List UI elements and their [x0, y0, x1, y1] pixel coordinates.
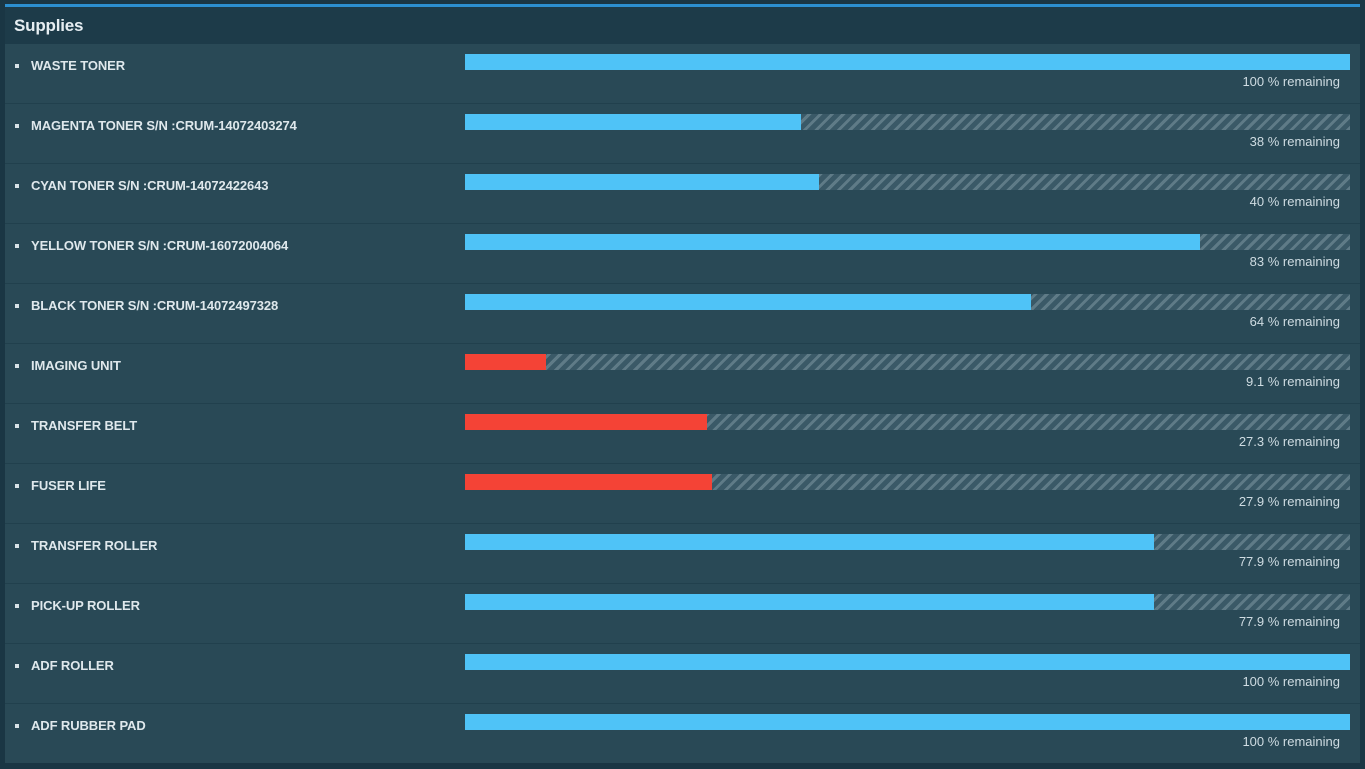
- supply-level-fill: [465, 294, 1032, 310]
- supply-remaining-text: 100 % remaining: [1242, 674, 1340, 689]
- supply-name: ADF ROLLER: [31, 658, 114, 673]
- panel-title: Supplies: [14, 15, 84, 35]
- supply-name: IMAGING UNIT: [31, 358, 121, 373]
- bullet-icon: [15, 424, 19, 428]
- supply-level-bar: [465, 294, 1350, 310]
- supply-level-bar: [465, 114, 1350, 130]
- bullet-icon: [15, 604, 19, 608]
- bullet-icon: [15, 184, 19, 188]
- supply-level-fill: [465, 534, 1155, 550]
- supply-level-bar: [465, 174, 1350, 190]
- supply-remaining-text: 100 % remaining: [1242, 74, 1340, 89]
- supply-name: TRANSFER ROLLER: [31, 538, 158, 553]
- supply-level-bar: [465, 414, 1350, 430]
- supply-row: PICK-UP ROLLER 77.9 % remaining: [5, 584, 1360, 644]
- supply-level-fill: [465, 354, 546, 370]
- supply-row: ADF RUBBER PAD 100 % remaining: [5, 704, 1360, 764]
- supply-level-fill: [465, 234, 1200, 250]
- bullet-icon: [15, 304, 19, 308]
- supply-name: BLACK TONER S/N :CRUM-14072497328: [31, 298, 279, 313]
- supply-level-fill: [465, 414, 707, 430]
- supply-name: CYAN TONER S/N :CRUM-14072422643: [31, 178, 269, 193]
- supply-level-bar: [465, 234, 1350, 250]
- supply-remaining-text: 83 % remaining: [1249, 254, 1340, 269]
- supply-level-fill: [465, 594, 1155, 610]
- supply-level-fill: [465, 54, 1350, 70]
- supply-remaining-text: 77.9 % remaining: [1238, 614, 1340, 629]
- supply-remaining-text: 27.9 % remaining: [1238, 494, 1340, 509]
- bullet-icon: [15, 124, 19, 128]
- bullet-icon: [15, 484, 19, 488]
- supply-level-bar: [465, 54, 1350, 70]
- supply-level-bar: [465, 714, 1350, 730]
- supply-row: IMAGING UNIT 9.1 % remaining: [5, 344, 1360, 404]
- supply-row: CYAN TONER S/N :CRUM-14072422643 40 % re…: [5, 164, 1360, 224]
- bullet-icon: [15, 64, 19, 68]
- supply-level-bar: [465, 474, 1350, 490]
- supply-level-fill: [465, 174, 819, 190]
- supply-row: YELLOW TONER S/N :CRUM-16072004064 83 % …: [5, 224, 1360, 284]
- supply-row: FUSER LIFE 27.9 % remaining: [5, 464, 1360, 524]
- panel-header: Supplies: [5, 7, 1360, 44]
- supply-level-bar: [465, 654, 1350, 670]
- supply-name: WASTE TONER: [31, 58, 126, 73]
- supply-level-bar: [465, 534, 1350, 550]
- supply-name: ADF RUBBER PAD: [31, 718, 146, 733]
- supplies-panel: Supplies WASTE TONER 100 % remaining MAG…: [5, 4, 1360, 763]
- supply-remaining-text: 27.3 % remaining: [1238, 434, 1340, 449]
- supply-remaining-text: 40 % remaining: [1249, 194, 1340, 209]
- bullet-icon: [15, 544, 19, 548]
- supplies-list: WASTE TONER 100 % remaining MAGENTA TONE…: [5, 44, 1360, 764]
- supply-remaining-text: 9.1 % remaining: [1246, 374, 1340, 389]
- supply-row: WASTE TONER 100 % remaining: [5, 44, 1360, 104]
- bullet-icon: [15, 664, 19, 668]
- supply-row: ADF ROLLER 100 % remaining: [5, 644, 1360, 704]
- supply-level-bar: [465, 354, 1350, 370]
- supply-row: TRANSFER ROLLER 77.9 % remaining: [5, 524, 1360, 584]
- supply-level-fill: [465, 714, 1350, 730]
- bullet-icon: [15, 724, 19, 728]
- supply-name: FUSER LIFE: [31, 478, 106, 493]
- supply-level-bar: [465, 594, 1350, 610]
- supply-name: TRANSFER BELT: [31, 418, 138, 433]
- supply-row: TRANSFER BELT 27.3 % remaining: [5, 404, 1360, 464]
- supply-level-fill: [465, 474, 712, 490]
- supply-level-fill: [465, 654, 1350, 670]
- supply-name: PICK-UP ROLLER: [31, 598, 140, 613]
- supply-remaining-text: 100 % remaining: [1242, 734, 1340, 749]
- bullet-icon: [15, 364, 19, 368]
- bullet-icon: [15, 244, 19, 248]
- supply-row: MAGENTA TONER S/N :CRUM-14072403274 38 %…: [5, 104, 1360, 164]
- supply-remaining-text: 77.9 % remaining: [1238, 554, 1340, 569]
- supply-remaining-text: 64 % remaining: [1249, 314, 1340, 329]
- supply-name: MAGENTA TONER S/N :CRUM-14072403274: [31, 118, 297, 133]
- supply-remaining-text: 38 % remaining: [1249, 134, 1340, 149]
- supply-level-fill: [465, 114, 802, 130]
- supply-name: YELLOW TONER S/N :CRUM-16072004064: [31, 238, 289, 253]
- supply-row: BLACK TONER S/N :CRUM-14072497328 64 % r…: [5, 284, 1360, 344]
